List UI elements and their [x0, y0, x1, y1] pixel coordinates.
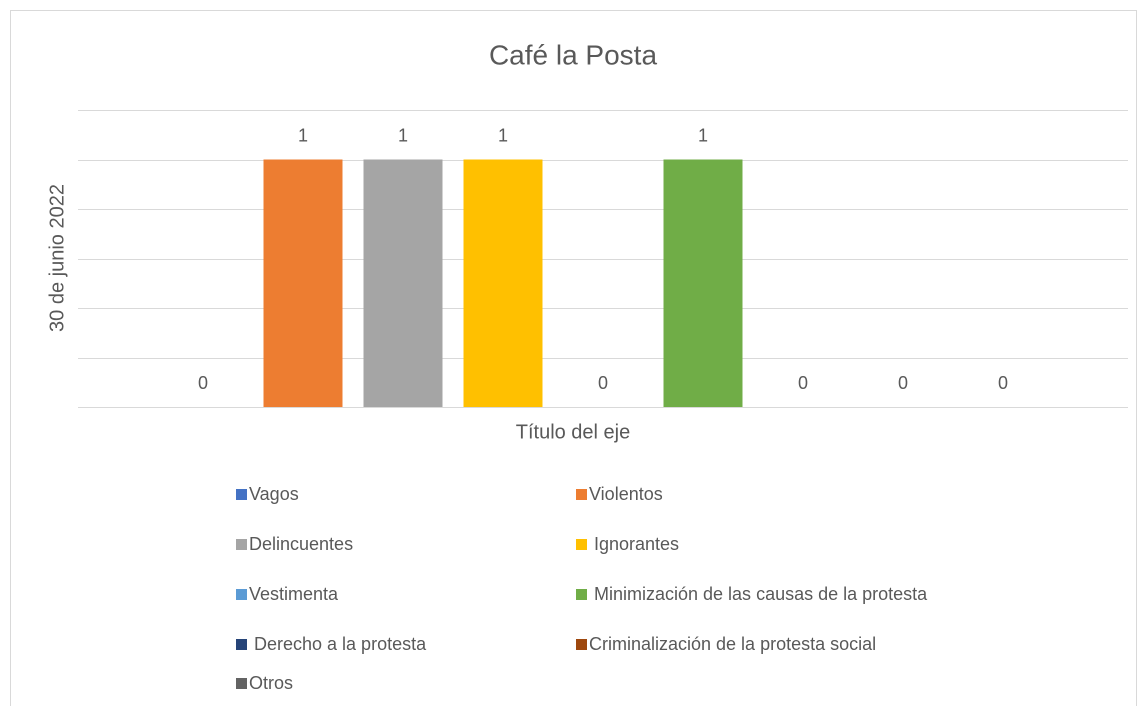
- y-axis-title: 30 de junio 2022: [46, 184, 68, 332]
- data-label: 0: [898, 373, 908, 393]
- legend-label: Ignorantes: [589, 534, 679, 554]
- legend-swatch: [236, 678, 247, 689]
- data-label: 1: [298, 125, 308, 145]
- data-label: 0: [998, 373, 1008, 393]
- legend-swatch: [576, 639, 587, 650]
- legend-swatch: [576, 539, 587, 550]
- data-label: 1: [398, 125, 408, 145]
- x-axis-title: Título del eje: [516, 421, 631, 443]
- data-label: 0: [198, 373, 208, 393]
- data-label: 0: [598, 373, 608, 393]
- legend-label: Otros: [249, 673, 293, 693]
- legend-swatch: [236, 639, 247, 650]
- legend-label: Vagos: [249, 484, 299, 504]
- legend-swatch: [236, 589, 247, 600]
- bar: [263, 159, 343, 407]
- data-label: 0: [798, 373, 808, 393]
- legend-swatch: [576, 589, 587, 600]
- bar: [463, 159, 543, 407]
- data-label: 1: [498, 125, 508, 145]
- bar: [663, 159, 743, 407]
- legend-label: Derecho a la protesta: [249, 634, 427, 654]
- chart-title: Café la Posta: [489, 39, 658, 70]
- legend-label: Violentos: [589, 484, 663, 504]
- legend-label: Minimización de las causas de la protest…: [589, 584, 928, 604]
- legend-label: Delincuentes: [249, 534, 353, 554]
- data-label: 1: [698, 125, 708, 145]
- bar: [363, 159, 443, 407]
- legend-label: Criminalización de la protesta social: [589, 634, 876, 654]
- legend-swatch: [576, 489, 587, 500]
- legend-label: Vestimenta: [249, 584, 339, 604]
- legend-swatch: [236, 489, 247, 500]
- legend-swatch: [236, 539, 247, 550]
